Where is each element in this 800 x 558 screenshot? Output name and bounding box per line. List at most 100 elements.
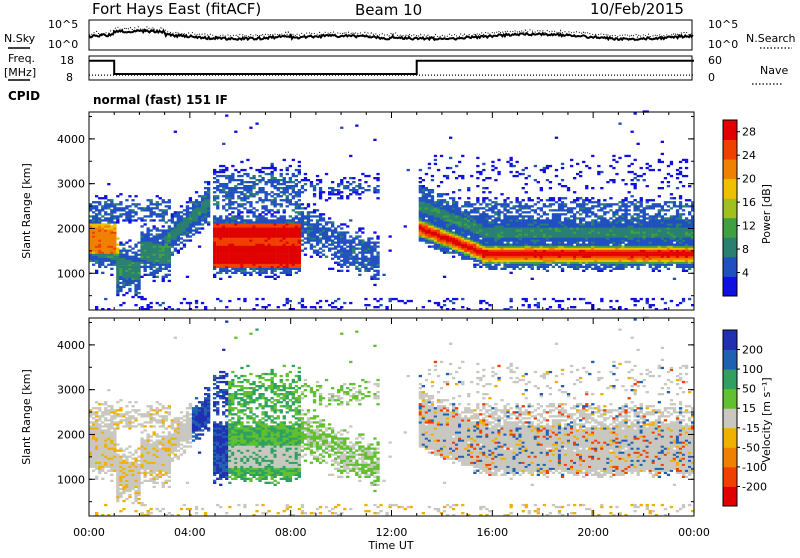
power-cell: [540, 207, 543, 209]
power-cell: [358, 197, 361, 199]
power-cell: [180, 205, 183, 207]
power-cell: [147, 209, 150, 211]
power-cell: [153, 274, 156, 276]
power-cell: [162, 213, 165, 215]
power-cell: [219, 250, 222, 252]
power-cell: [304, 189, 307, 191]
power-cell: [479, 207, 482, 209]
power-cell: [237, 242, 240, 244]
power-cell: [446, 213, 449, 215]
power-cell: [159, 260, 162, 262]
power-cell: [491, 219, 494, 221]
power-cell: [449, 235, 452, 237]
power-cell: [162, 302, 165, 304]
power-cell: [473, 237, 476, 239]
power-cell: [219, 244, 222, 246]
power-cell: [219, 217, 222, 219]
power-cell: [107, 239, 110, 241]
power-cell: [573, 215, 576, 217]
power-cell: [319, 237, 322, 239]
power-cell: [455, 209, 458, 211]
power-cell: [582, 260, 585, 262]
power-cell: [525, 254, 528, 256]
power-cell: [376, 235, 379, 237]
power-cell: [234, 235, 237, 237]
power-cell: [162, 239, 165, 241]
power-cell: [531, 244, 534, 246]
power-cell: [325, 242, 328, 244]
power-cell: [134, 254, 137, 256]
power-cell: [261, 171, 264, 173]
power-cell: [494, 233, 497, 235]
power-cell: [310, 239, 313, 241]
power-cell: [101, 272, 104, 274]
power-cell: [628, 260, 631, 262]
power-cell: [328, 217, 331, 219]
power-cell: [147, 304, 150, 306]
power-cell: [516, 225, 519, 227]
power-cell: [277, 264, 280, 266]
power-cell: [491, 246, 494, 248]
power-cell: [213, 268, 216, 270]
power-cell: [497, 252, 500, 254]
power-cell: [243, 233, 246, 235]
power-cell: [295, 175, 298, 177]
power-cell: [473, 219, 476, 221]
power-cell: [516, 264, 519, 266]
power-cell: [144, 209, 147, 211]
power-cell: [304, 217, 307, 219]
power-cell: [134, 290, 137, 292]
power-cell: [564, 217, 567, 219]
power-cell: [292, 246, 295, 248]
power-cell: [322, 231, 325, 233]
power-cell: [113, 203, 116, 205]
power-cell: [231, 177, 234, 179]
power-cell: [558, 203, 561, 205]
power-cell: [298, 239, 301, 241]
power-cell: [558, 239, 561, 241]
power-cell: [576, 197, 579, 199]
power-cell: [513, 248, 516, 250]
power-cell: [295, 223, 298, 225]
power-cell: [240, 181, 243, 183]
power-cell: [546, 250, 549, 252]
power-cell: [597, 258, 600, 260]
power-cell: [334, 256, 337, 258]
power-cell: [422, 219, 425, 221]
power-cell: [355, 189, 358, 191]
power-cell: [95, 235, 98, 237]
power-cell: [213, 169, 216, 171]
power-cell: [113, 211, 116, 213]
power-cell: [186, 302, 189, 304]
power-cell: [225, 195, 228, 197]
power-cell: [204, 181, 207, 183]
power-cell: [144, 270, 147, 272]
power-cell: [470, 244, 473, 246]
power-cell: [307, 219, 310, 221]
power-cell: [159, 233, 162, 235]
power-cell: [268, 167, 271, 169]
power-cell: [510, 262, 513, 264]
power-cell: [615, 244, 618, 246]
power-cell: [171, 227, 174, 229]
power-cell: [346, 239, 349, 241]
power-cell: [549, 246, 552, 248]
power-cell: [437, 203, 440, 205]
power-cell: [440, 219, 443, 221]
power-cell: [419, 189, 422, 191]
power-cell: [162, 244, 165, 246]
power-cell: [555, 175, 558, 177]
power-cell: [437, 246, 440, 248]
power-cell: [277, 181, 280, 183]
power-cell: [240, 229, 243, 231]
power-cell: [304, 237, 307, 239]
power-cell: [131, 262, 134, 264]
power-cell: [594, 223, 597, 225]
power-cell: [609, 248, 612, 250]
power-cell: [621, 252, 624, 254]
power-cell: [558, 252, 561, 254]
power-cell: [186, 215, 189, 217]
power-cell: [455, 250, 458, 252]
power-cell: [355, 185, 358, 187]
power-cell: [628, 219, 631, 221]
